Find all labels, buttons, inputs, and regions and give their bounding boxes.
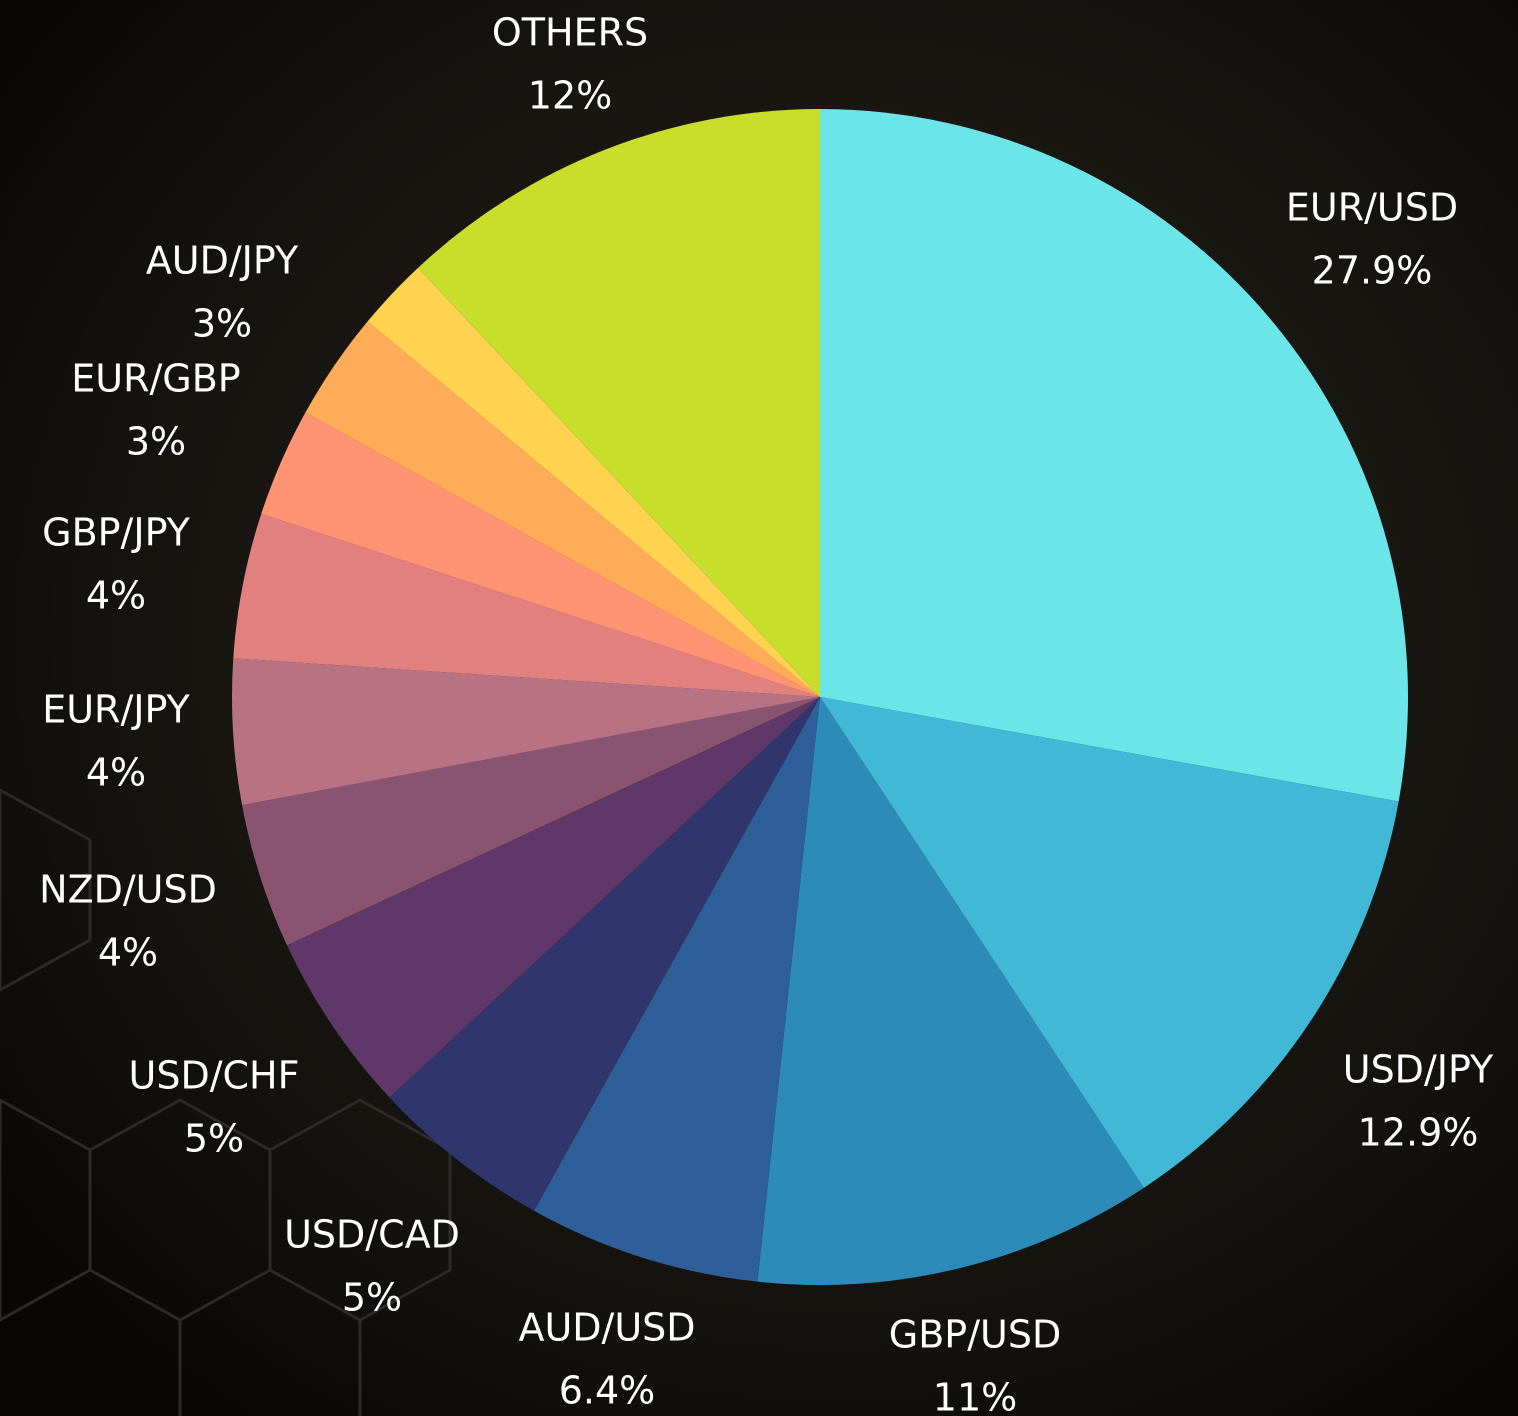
slice-label: NZD/USD <box>39 868 217 912</box>
slice-value-label: 6.4% <box>559 1369 656 1413</box>
slice-label: EUR/JPY <box>42 688 190 732</box>
slice-value-label: 27.9% <box>1312 249 1433 293</box>
slice-value-label: 12% <box>528 74 612 118</box>
slice-value-label: 5% <box>342 1276 402 1320</box>
slice-label: OTHERS <box>492 11 648 55</box>
slice-label: GBP/JPY <box>42 511 191 555</box>
slice-value-label: 11% <box>933 1376 1017 1416</box>
slice-value-label: 4% <box>86 574 146 618</box>
slice-value-label: 12.9% <box>1358 1111 1479 1155</box>
slice-label: AUD/USD <box>518 1306 695 1350</box>
slice-label: USD/CHF <box>129 1054 300 1098</box>
slice-label: EUR/USD <box>1286 186 1458 230</box>
slice-label: EUR/GBP <box>71 357 240 401</box>
slice-value-label: 3% <box>192 302 252 346</box>
chart: EUR/USD 27.9% USD/JPY 12.9% GBP/USD 11% AUD/US… <box>0 0 1518 1416</box>
slice-value-label: 5% <box>184 1117 244 1161</box>
slice-label: USD/CAD <box>284 1213 460 1257</box>
slice-label: USD/JPY <box>1343 1048 1494 1092</box>
slice-value-label: 4% <box>98 931 158 975</box>
slice-label: AUD/JPY <box>146 239 299 283</box>
slice-value-label: 4% <box>86 751 146 795</box>
slice-value-label: 3% <box>126 420 186 464</box>
slice-label: GBP/USD <box>889 1313 1061 1357</box>
